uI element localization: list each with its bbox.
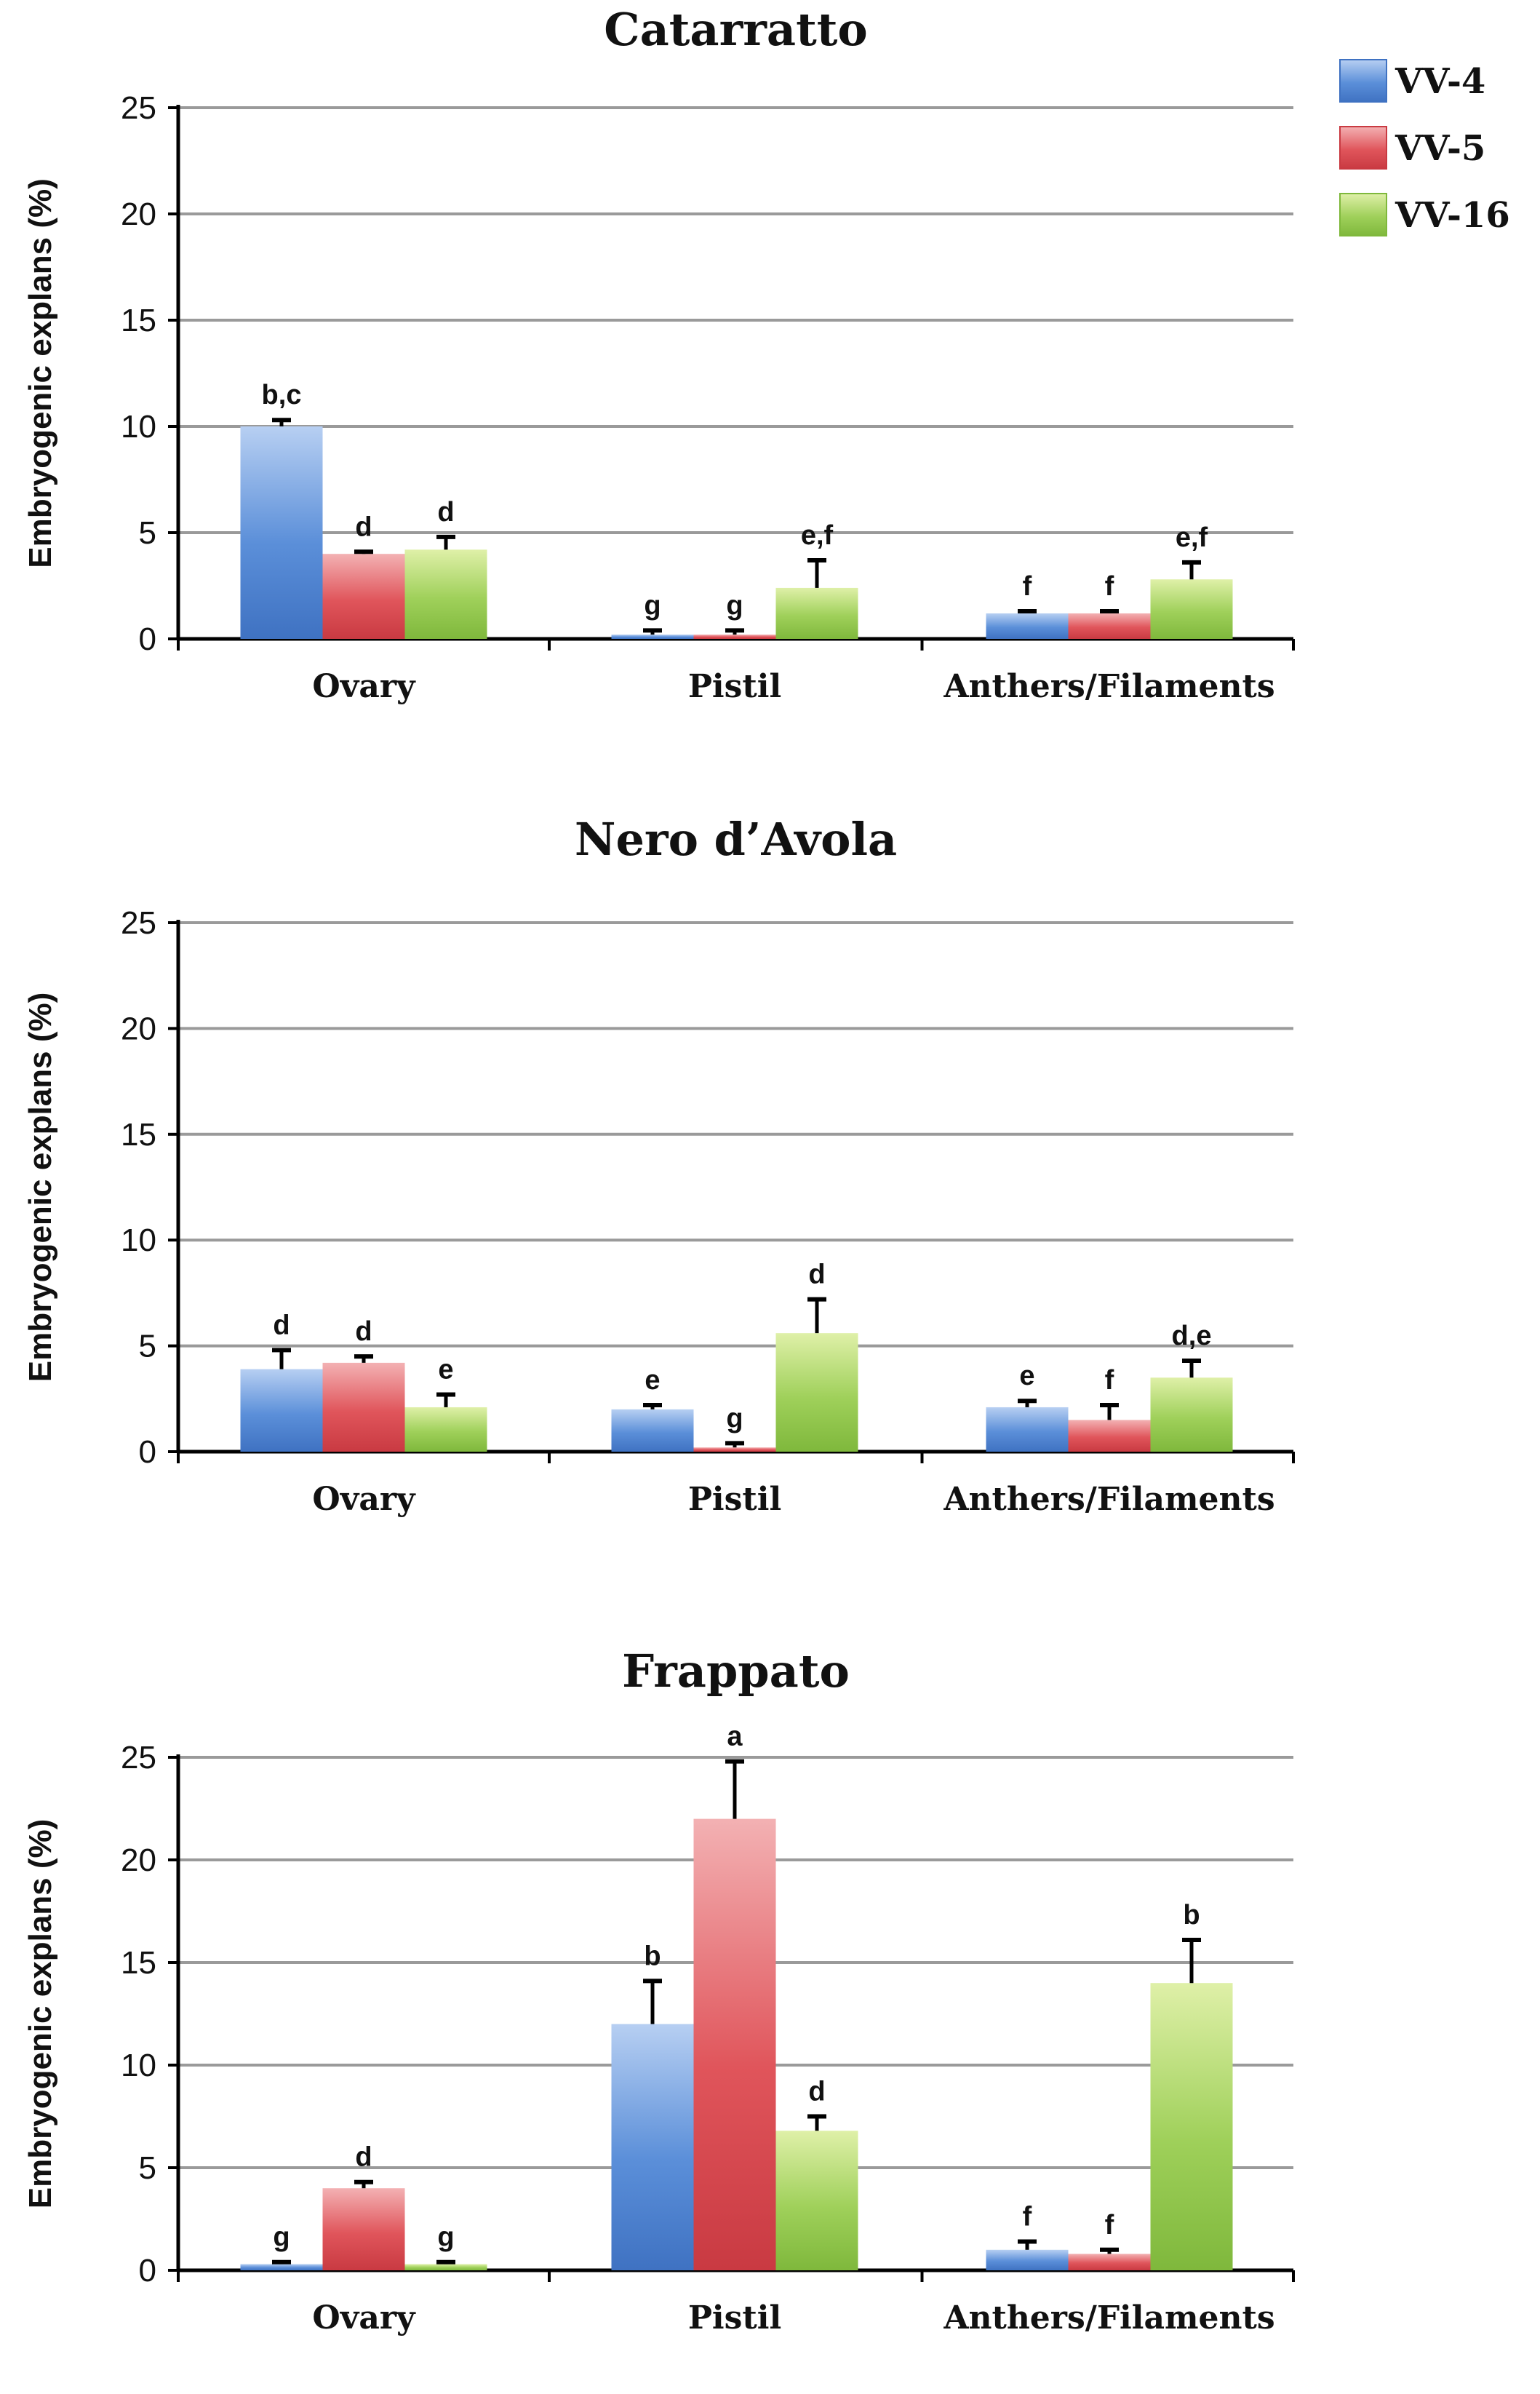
- significance-label: d: [355, 2142, 372, 2173]
- bar: [693, 1447, 776, 1452]
- y-tick-label: 0: [139, 621, 156, 657]
- bar: [775, 587, 858, 639]
- significance-label: e,f: [1176, 522, 1208, 553]
- bar: [322, 554, 405, 639]
- chart-title: Nero d’Avola: [575, 813, 897, 866]
- bar: [404, 549, 487, 639]
- x-tick-label: Pistil: [688, 2299, 781, 2337]
- bar: [1068, 613, 1151, 639]
- y-tick-label: 5: [139, 2150, 156, 2186]
- y-axis-label: Embryogenic explans (%): [23, 1819, 58, 2208]
- y-axis-label: Embryogenic explans (%): [23, 178, 58, 568]
- bar: [240, 1369, 323, 1452]
- significance-label: d: [808, 2077, 825, 2107]
- legend-label: VV-4: [1395, 61, 1485, 102]
- y-tick-label: 25: [121, 1740, 156, 1775]
- bar: [775, 1333, 858, 1452]
- chart-title: Catarratto: [604, 3, 867, 56]
- significance-label: e: [438, 1354, 453, 1385]
- bar: [404, 2264, 487, 2270]
- significance-label: e: [1019, 1361, 1034, 1391]
- y-tick-label: 10: [121, 409, 156, 445]
- y-tick-label: 5: [139, 515, 156, 551]
- legend-label: VV-5: [1395, 128, 1485, 169]
- y-tick-label: 10: [121, 2048, 156, 2083]
- significance-label: d: [355, 1316, 372, 1347]
- chart-panel: Nero d’Avola 0 5 10 15 20 25 Embryogenic explan…: [23, 813, 1295, 1518]
- significance-label: a: [727, 1722, 743, 1752]
- significance-label: b,c: [262, 380, 302, 410]
- significance-label: d: [355, 512, 372, 542]
- legend-label: VV-16: [1395, 195, 1510, 236]
- bar: [1068, 1420, 1151, 1452]
- bar: [986, 2249, 1069, 2270]
- y-tick-label: 20: [121, 1011, 156, 1046]
- significance-label: d,e: [1172, 1321, 1212, 1351]
- significance-label: f: [1105, 1365, 1114, 1396]
- bar: [611, 2024, 694, 2270]
- significance-label: e,f: [801, 520, 834, 551]
- significance-label: e: [645, 1365, 660, 1396]
- bar: [693, 635, 776, 639]
- y-tick-label: 0: [139, 2253, 156, 2288]
- significance-label: g: [644, 590, 661, 621]
- bar: [240, 2264, 323, 2270]
- legend: VV-4 VV-5 VV-16: [1339, 59, 1510, 236]
- significance-label: f: [1023, 571, 1032, 602]
- bar: [611, 635, 694, 639]
- y-tick-label: 20: [121, 1842, 156, 1878]
- y-tick-label: 15: [121, 1945, 156, 1981]
- y-tick-label: 5: [139, 1329, 156, 1364]
- bar: [240, 426, 323, 639]
- y-tick-label: 10: [121, 1222, 156, 1258]
- chart-title: Frappato: [622, 1645, 850, 1698]
- x-tick-label: Ovary: [312, 1481, 416, 1518]
- bar: [1150, 1377, 1233, 1452]
- significance-label: b: [644, 1941, 661, 1971]
- charts-group: Catarratto 0 5 10 15 20 25 Embryogenic explans …: [23, 3, 1295, 2337]
- bar: [693, 1818, 776, 2270]
- significance-label: g: [273, 2222, 290, 2253]
- bar: [1150, 1983, 1233, 2270]
- x-tick-label: Pistil: [688, 1481, 781, 1518]
- bar: [322, 2188, 405, 2270]
- x-tick-label: Anthers/Filaments: [943, 668, 1274, 705]
- bar: [986, 1407, 1069, 1452]
- bar: [1150, 579, 1233, 639]
- legend-swatch: [1339, 193, 1387, 236]
- x-tick-label: Anthers/Filaments: [943, 2299, 1274, 2337]
- y-tick-label: 0: [139, 1434, 156, 1470]
- x-tick-label: Anthers/Filaments: [943, 1481, 1274, 1518]
- significance-label: d: [437, 497, 454, 528]
- bar: [404, 1407, 487, 1452]
- significance-label: g: [437, 2222, 454, 2253]
- legend-swatch: [1339, 59, 1387, 103]
- y-tick-label: 25: [121, 90, 156, 126]
- significance-label: b: [1183, 1900, 1200, 1930]
- significance-label: d: [808, 1260, 825, 1290]
- significance-label: f: [1023, 2202, 1032, 2232]
- y-axis-label: Embryogenic explans (%): [23, 993, 58, 1382]
- bar: [611, 1409, 694, 1452]
- x-tick-label: Pistil: [688, 668, 781, 705]
- bar: [322, 1362, 405, 1452]
- bar: [986, 613, 1069, 639]
- significance-label: f: [1105, 571, 1114, 602]
- bar: [1068, 2254, 1151, 2270]
- significance-label: g: [726, 590, 743, 621]
- x-tick-label: Ovary: [312, 2299, 416, 2337]
- y-tick-label: 15: [121, 1117, 156, 1153]
- y-tick-label: 20: [121, 196, 156, 232]
- bar: [775, 2131, 858, 2270]
- x-tick-label: Ovary: [312, 668, 416, 705]
- chart-panel: Catarratto 0 5 10 15 20 25 Embryogenic explans …: [23, 3, 1295, 705]
- chart-panel: Frappato 0 5 10 15 20 25 Embryogenic explans (%…: [23, 1645, 1295, 2337]
- y-tick-label: 15: [121, 303, 156, 338]
- y-tick-label: 25: [121, 905, 156, 941]
- significance-label: g: [726, 1403, 743, 1433]
- legend-swatch: [1339, 126, 1387, 170]
- significance-label: d: [273, 1310, 290, 1340]
- significance-label: f: [1105, 2210, 1114, 2240]
